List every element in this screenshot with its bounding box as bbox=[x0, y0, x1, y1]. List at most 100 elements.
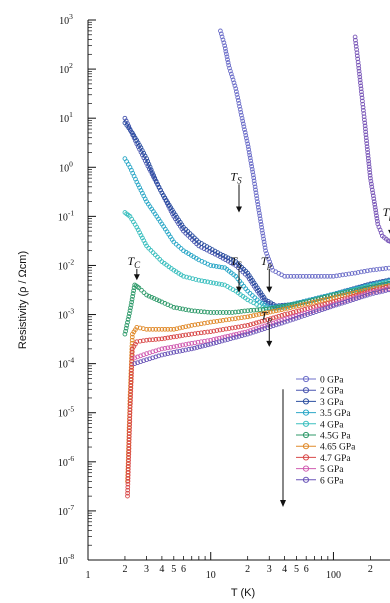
data-point bbox=[216, 264, 222, 270]
data-point bbox=[353, 40, 359, 46]
data-point bbox=[219, 338, 225, 344]
data-point bbox=[223, 326, 229, 332]
data-point bbox=[241, 124, 247, 130]
data-point bbox=[308, 309, 313, 314]
data-point bbox=[186, 332, 192, 337]
data-point bbox=[245, 331, 251, 337]
annotation-arrow-head bbox=[266, 340, 273, 347]
data-point bbox=[266, 256, 271, 262]
data-point bbox=[374, 287, 379, 293]
data-point bbox=[205, 329, 210, 335]
legend-entry: 4.65 GPa bbox=[296, 443, 356, 453]
data-point bbox=[144, 337, 149, 343]
data-point bbox=[230, 257, 236, 263]
data-point bbox=[356, 68, 362, 74]
data-point bbox=[361, 111, 367, 116]
data-point bbox=[226, 310, 232, 315]
data-point bbox=[126, 446, 132, 451]
data-point bbox=[127, 422, 133, 427]
data-point bbox=[308, 300, 313, 306]
data-point bbox=[257, 213, 263, 219]
y-tick-label: 10-4 bbox=[58, 356, 74, 371]
data-point bbox=[258, 222, 264, 227]
data-point bbox=[247, 290, 253, 296]
data-point bbox=[334, 273, 339, 279]
data-point bbox=[248, 158, 254, 164]
data-point bbox=[174, 326, 180, 332]
data-point bbox=[363, 126, 368, 132]
data-point bbox=[310, 300, 316, 305]
data-point bbox=[233, 331, 239, 337]
data-point bbox=[208, 310, 214, 315]
data-point bbox=[126, 452, 132, 457]
data-point bbox=[162, 346, 168, 351]
data-point bbox=[129, 296, 135, 302]
data-point bbox=[208, 319, 214, 325]
data-point bbox=[128, 379, 134, 385]
data-point bbox=[224, 54, 230, 60]
data-point bbox=[202, 320, 207, 326]
data-point bbox=[252, 184, 258, 190]
y-tick-label: 103 bbox=[59, 12, 73, 27]
data-point bbox=[237, 106, 243, 112]
data-point bbox=[288, 317, 293, 323]
data-point bbox=[225, 337, 231, 342]
data-point bbox=[265, 317, 270, 322]
data-point bbox=[128, 302, 134, 308]
data-point bbox=[128, 401, 133, 406]
data-point bbox=[156, 353, 162, 359]
data-point bbox=[231, 80, 237, 86]
data-point bbox=[371, 267, 376, 273]
series-10 bbox=[352, 34, 390, 244]
data-point bbox=[358, 86, 364, 92]
data-point bbox=[223, 310, 229, 315]
data-point bbox=[261, 239, 267, 245]
data-point bbox=[168, 344, 174, 350]
data-point bbox=[249, 166, 255, 172]
data-point bbox=[325, 303, 331, 309]
data-point bbox=[177, 325, 183, 331]
annotation-1: TS bbox=[230, 254, 242, 293]
x-tick-label: 1 bbox=[86, 570, 91, 581]
data-point bbox=[336, 301, 342, 307]
data-point bbox=[310, 310, 316, 315]
data-point bbox=[380, 288, 386, 294]
x-axis-label: T (K) bbox=[231, 587, 255, 599]
data-point bbox=[340, 272, 346, 278]
data-point bbox=[222, 46, 228, 51]
data-point bbox=[245, 314, 251, 320]
data-point bbox=[353, 296, 359, 302]
data-point bbox=[308, 311, 313, 316]
data-point bbox=[146, 293, 152, 299]
data-point bbox=[263, 248, 268, 254]
data-point bbox=[259, 224, 264, 230]
data-point bbox=[225, 57, 230, 62]
data-point bbox=[245, 308, 251, 314]
data-point bbox=[128, 395, 133, 400]
data-point bbox=[171, 334, 177, 340]
data-point bbox=[171, 305, 177, 310]
annotation-label: TS bbox=[230, 254, 242, 270]
data-point bbox=[198, 321, 204, 327]
data-point bbox=[202, 338, 207, 344]
data-point bbox=[350, 290, 356, 296]
data-point bbox=[129, 361, 135, 367]
legend-label: 2 GPa bbox=[320, 387, 344, 397]
data-point bbox=[174, 343, 180, 349]
data-point bbox=[228, 336, 233, 342]
data-point bbox=[138, 359, 143, 365]
data-point bbox=[214, 328, 220, 333]
data-point bbox=[377, 289, 383, 295]
data-point bbox=[248, 161, 254, 166]
data-point bbox=[192, 345, 197, 351]
data-point bbox=[261, 236, 266, 242]
data-point bbox=[186, 307, 192, 313]
data-point bbox=[253, 190, 259, 196]
x-tick-label: 2 bbox=[122, 564, 127, 575]
data-point bbox=[218, 31, 224, 37]
data-point bbox=[173, 241, 179, 247]
legend-entry: 4 GPa bbox=[296, 420, 344, 430]
data-point bbox=[364, 268, 370, 274]
data-point bbox=[259, 327, 265, 332]
data-point bbox=[358, 83, 364, 89]
